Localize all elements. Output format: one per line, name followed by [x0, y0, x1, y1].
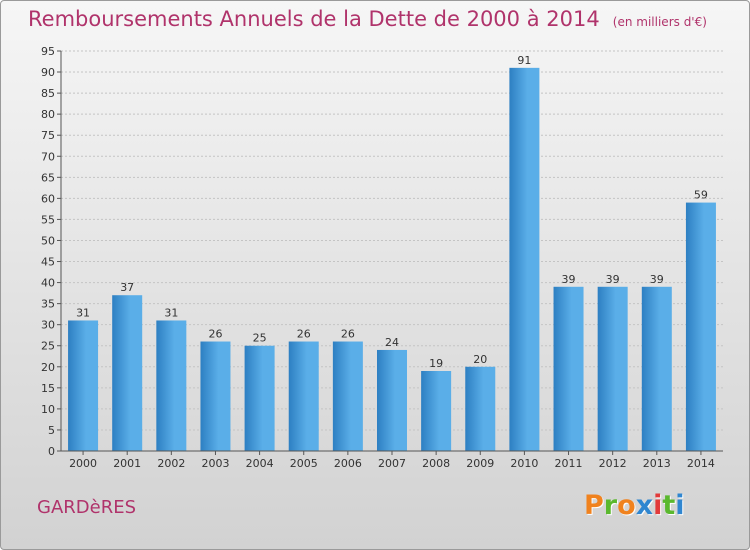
logo-letter: o	[617, 490, 636, 521]
bar	[112, 295, 143, 451]
bar-value-label: 91	[517, 54, 531, 67]
chart-title: Remboursements Annuels de la Dette de 20…	[28, 7, 707, 31]
y-tick-label: 95	[41, 45, 55, 58]
chart-title-main: Remboursements Annuels de la Dette de 20…	[28, 7, 600, 31]
axes: 0 5 10 15 20 25 30 35 40 45 50 55 60 65 70 75 80 85 90 95 20…	[41, 45, 723, 470]
x-tick-label: 2014	[687, 457, 715, 470]
y-tick-label: 20	[41, 361, 55, 374]
y-tick-label: 10	[41, 403, 55, 416]
bar-value-label: 59	[694, 189, 708, 202]
bar	[597, 286, 628, 451]
bars	[68, 67, 716, 451]
x-tick-label: 2013	[643, 457, 671, 470]
y-tick-label: 5	[48, 424, 55, 437]
x-tick-label: 2006	[334, 457, 362, 470]
bar-value-label: 26	[208, 328, 222, 341]
bar	[377, 349, 407, 451]
bar-value-label: 20	[473, 353, 487, 366]
y-tick-label: 40	[41, 277, 55, 290]
logo-letter: i	[675, 490, 685, 521]
bar	[288, 341, 319, 451]
x-tick-label: 2009	[466, 457, 494, 470]
y-tick-label: 0	[48, 445, 55, 458]
x-tick-label: 2002	[157, 457, 185, 470]
bar-value-label: 31	[164, 306, 178, 319]
logo-letter: x	[635, 490, 654, 521]
y-tick-label: 30	[41, 319, 55, 332]
y-tick-label: 70	[41, 150, 55, 163]
y-tick-label: 75	[41, 129, 55, 142]
bar-value-label: 37	[120, 281, 134, 294]
y-tick-label: 60	[41, 192, 55, 205]
bar	[641, 286, 672, 451]
bar	[553, 286, 584, 451]
bar	[465, 366, 496, 451]
bar	[685, 202, 716, 451]
x-tick-label: 2000	[69, 457, 97, 470]
logo-letter: i	[653, 490, 663, 521]
x-tick-label: 2010	[510, 457, 538, 470]
bar-value-label: 31	[76, 306, 90, 319]
bar	[421, 371, 452, 451]
y-tick-label: 65	[41, 171, 55, 184]
x-tick-label: 2011	[555, 457, 583, 470]
proxiti-logo: Proxiti	[584, 490, 685, 521]
y-tick-label: 90	[41, 66, 55, 79]
commune-name: GARDèRES	[37, 497, 137, 518]
bar	[68, 320, 99, 451]
x-tick-label: 2007	[378, 457, 406, 470]
x-tick-label: 2005	[290, 457, 318, 470]
logo-letter: t	[662, 490, 676, 521]
logo-letter: r	[603, 490, 618, 521]
y-tick-label: 50	[41, 234, 55, 247]
bar-value-label: 39	[606, 273, 620, 286]
bar-value-label: 39	[650, 273, 664, 286]
bar-value-label: 26	[297, 328, 311, 341]
x-tick-label: 2001	[113, 457, 141, 470]
x-tick-label: 2012	[599, 457, 627, 470]
y-tick-label: 15	[41, 382, 55, 395]
bar	[156, 320, 187, 451]
bar-value-label: 26	[341, 328, 355, 341]
y-tick-label: 25	[41, 340, 55, 353]
x-tick-label: 2003	[201, 457, 229, 470]
x-tick-label: 2008	[422, 457, 450, 470]
bar-value-label: 39	[562, 273, 576, 286]
logo-letter: P	[584, 490, 604, 521]
data-labels: 31 37 31 26 25 26 26 24 19 20 91 39 39 39 59	[76, 54, 708, 370]
y-tick-label: 85	[41, 87, 55, 100]
x-tick-label: 2004	[246, 457, 274, 470]
chart-unit: (en milliers d'€)	[612, 15, 707, 29]
bar	[509, 67, 540, 451]
y-tick-label: 80	[41, 108, 55, 121]
bar	[244, 345, 275, 451]
bar-value-label: 25	[253, 332, 267, 345]
y-tick-label: 55	[41, 213, 55, 226]
y-tick-label: 35	[41, 298, 55, 311]
bar	[200, 341, 231, 451]
bar-value-label: 19	[429, 357, 443, 370]
y-tick-label: 45	[41, 256, 55, 269]
bar-value-label: 24	[385, 336, 399, 349]
bar	[332, 341, 363, 451]
